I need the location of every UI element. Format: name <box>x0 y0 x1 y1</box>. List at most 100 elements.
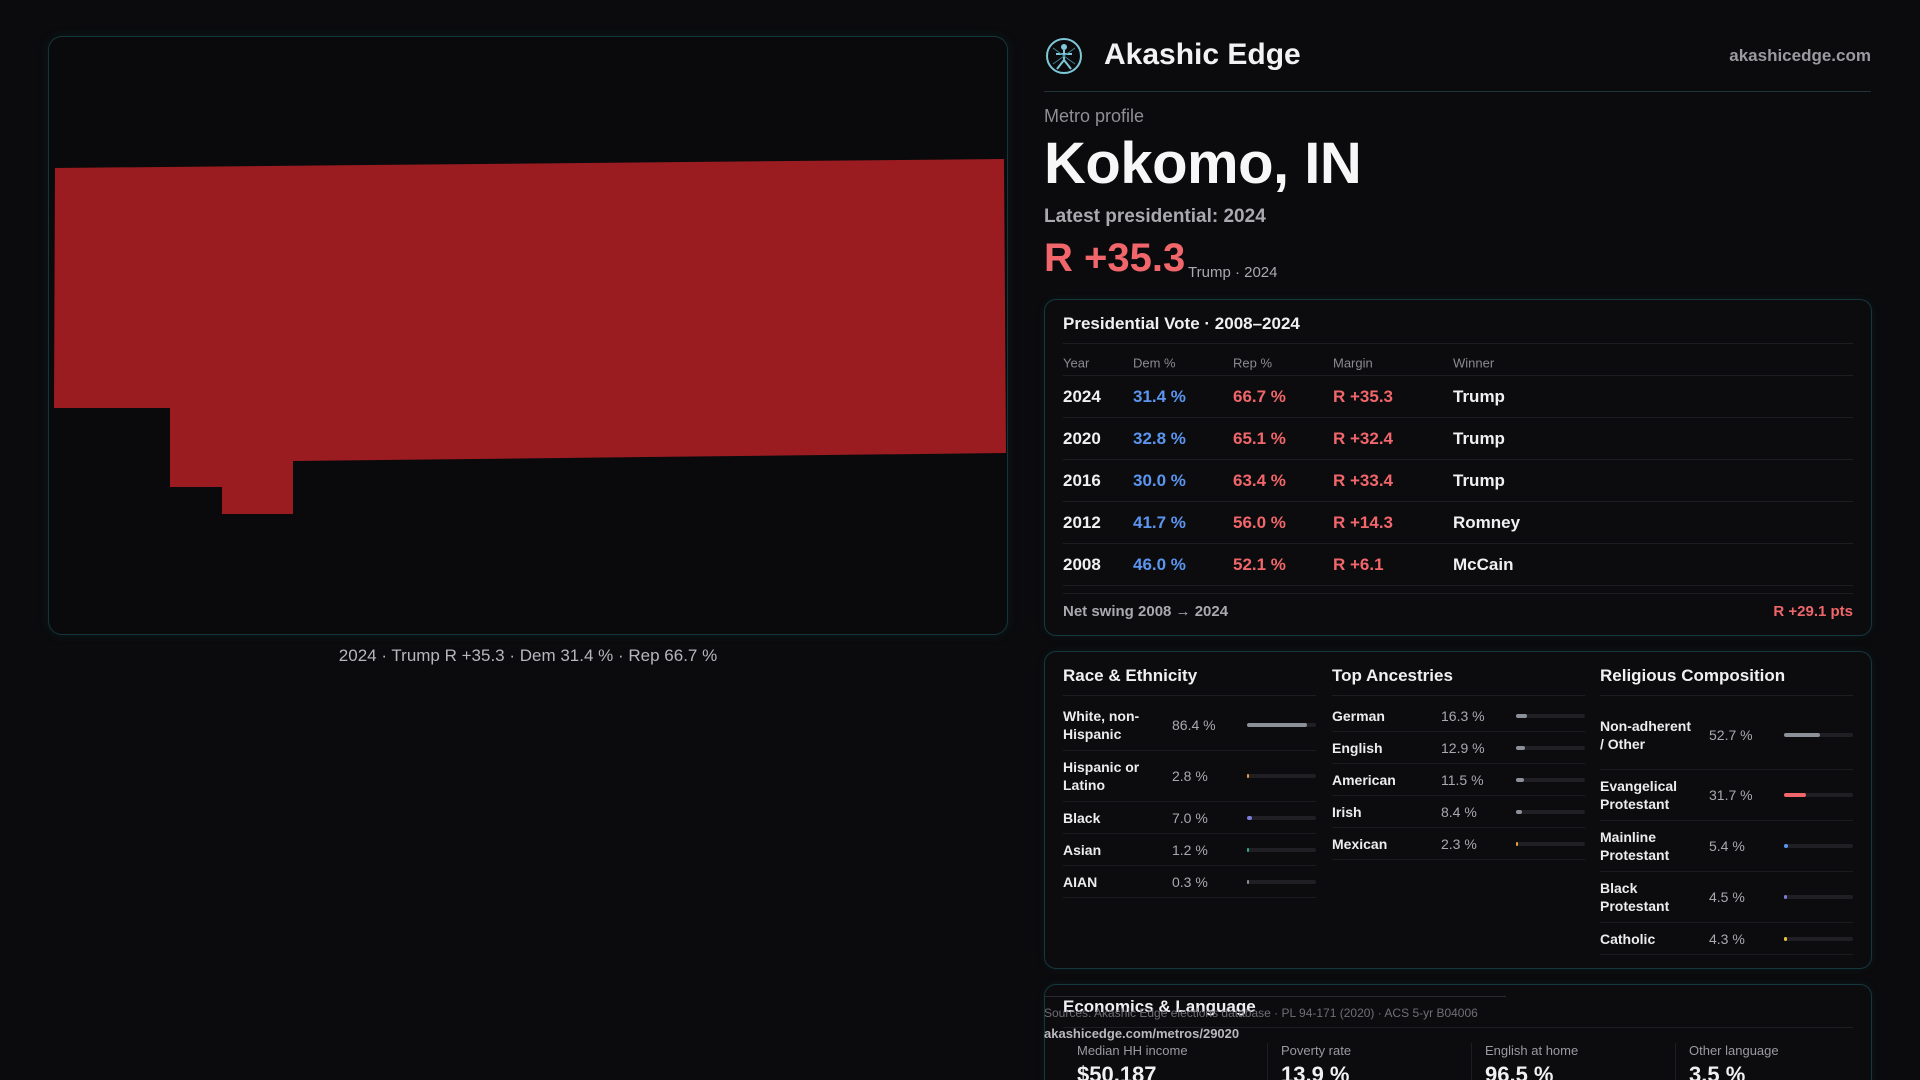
list-item: Evangelical Protestant 31.7 % <box>1600 770 1853 821</box>
list-item: AIAN 0.3 % <box>1063 866 1316 898</box>
cell-dem-pct: 30.0 % <box>1133 470 1186 490</box>
item-percent: 4.3 % <box>1709 930 1745 947</box>
share-bar <box>1516 713 1585 718</box>
cell-dem-pct: 31.4 % <box>1133 386 1186 406</box>
stat-value: 96.5 % <box>1485 1062 1554 1080</box>
cell-year: 2012 <box>1063 512 1101 532</box>
item-percent: 2.8 % <box>1172 768 1208 784</box>
table-row[interactable]: 2020 32.8 % 65.1 % R +32.4 Trump <box>1063 418 1853 460</box>
item-label: Mexican <box>1332 835 1388 852</box>
divider <box>1044 996 1506 997</box>
share-bar <box>1247 847 1316 852</box>
list-item: English 12.9 % <box>1332 732 1585 764</box>
cell-winner: McCain <box>1453 554 1514 574</box>
net-swing-label: Net swing 2008 → 2024 <box>1063 603 1229 620</box>
table-header-row: Year Dem % Rep % Margin Winner <box>1063 350 1853 376</box>
share-bar <box>1247 723 1316 727</box>
share-bar <box>1784 793 1853 797</box>
share-bar-fill <box>1247 815 1252 820</box>
cell-year: 2016 <box>1063 470 1101 490</box>
divider <box>1063 695 1316 696</box>
table-row[interactable]: 2016 30.0 % 63.4 % R +33.4 Trump <box>1063 460 1853 502</box>
map-panel[interactable] <box>48 36 1008 635</box>
share-bar-fill <box>1784 793 1806 797</box>
latest-presidential-label: Latest presidential: 2024 <box>1044 206 1266 227</box>
list-item: Mainline Protestant 5.4 % <box>1600 821 1853 872</box>
divider <box>1332 695 1585 696</box>
share-bar-fill <box>1784 732 1821 737</box>
divider <box>1600 695 1853 696</box>
item-label: White, non-Hispanic <box>1063 708 1140 742</box>
column-title: Top Ancestries <box>1332 666 1453 685</box>
cell-winner: Trump <box>1453 386 1505 406</box>
stat-label: English at home <box>1485 1043 1579 1058</box>
cell-margin: R +35.3 <box>1333 386 1394 406</box>
table-row[interactable]: 2008 46.0 % 52.1 % R +6.1 McCain <box>1063 544 1853 586</box>
divider <box>1063 1027 1853 1028</box>
cell-winner: Romney <box>1453 512 1521 532</box>
card-title: Presidential Vote · 2008–2024 <box>1063 314 1300 333</box>
item-label: Evangelical Protestant <box>1600 778 1678 812</box>
share-bar <box>1516 809 1585 814</box>
list-item: Black 7.0 % <box>1063 802 1316 834</box>
stat-value: 3.5 % <box>1689 1062 1746 1080</box>
map-caption: 2024 · Trump R +35.3 · Dem 31.4 % · Rep … <box>338 646 718 665</box>
divider <box>1471 1043 1472 1080</box>
share-bar-fill <box>1516 809 1522 814</box>
county-map <box>54 159 1006 514</box>
cell-dem-pct: 41.7 % <box>1133 512 1186 532</box>
item-label: Black Protestant <box>1600 880 1670 914</box>
share-bar-fill <box>1247 774 1249 778</box>
metro-url-link[interactable]: akashicedge.com/metros/29020 <box>1044 1026 1240 1041</box>
share-bar <box>1784 732 1853 737</box>
county-shape[interactable] <box>54 159 1006 514</box>
item-label: Black <box>1063 809 1101 826</box>
list-item: Black Protestant 4.5 % <box>1600 872 1853 923</box>
presidential-vote-card: Presidential Vote · 2008–2024 Year Dem %… <box>1044 299 1872 636</box>
share-bar-fill <box>1516 841 1518 846</box>
stat-other-language: Other language 3.5 % <box>1689 1043 1889 1080</box>
compass-person-icon[interactable] <box>1044 36 1084 76</box>
share-bar <box>1784 844 1853 848</box>
share-bar <box>1516 777 1585 782</box>
list-item: Catholic 4.3 % <box>1600 923 1853 955</box>
column-header-dem: Dem % <box>1133 355 1176 370</box>
cell-year: 2020 <box>1063 428 1101 448</box>
item-percent: 16.3 % <box>1441 707 1485 724</box>
share-bar-fill <box>1247 847 1249 852</box>
latest-margin: R +35.3 <box>1044 236 1186 280</box>
card-title: Economics & Language <box>1063 997 1256 1016</box>
item-percent: 11.5 % <box>1441 771 1484 788</box>
list-item: German 16.3 % <box>1332 700 1585 732</box>
item-label: Asian <box>1063 841 1102 858</box>
divider <box>1063 593 1853 594</box>
share-bar-fill <box>1784 936 1787 941</box>
brand-name[interactable]: Akashic Edge <box>1104 38 1301 71</box>
share-bar <box>1247 774 1316 778</box>
item-percent: 31.7 % <box>1709 787 1753 803</box>
column-title: Race & Ethnicity <box>1063 666 1198 685</box>
item-percent: 1.2 % <box>1172 841 1208 858</box>
net-swing-value: R +29.1 pts <box>1773 603 1853 620</box>
item-percent: 12.9 % <box>1441 739 1485 756</box>
economics-language-card: Economics & Language Median HH income $5… <box>1044 984 1872 1080</box>
sources-note: Sources: Akashic Edge elections database… <box>1044 1006 1478 1020</box>
share-bar <box>1516 745 1585 750</box>
site-domain-link[interactable]: akashicedge.com <box>1729 46 1871 65</box>
table-row[interactable]: 2024 31.4 % 66.7 % R +35.3 Trump <box>1063 376 1853 418</box>
cell-rep-pct: 65.1 % <box>1233 428 1286 448</box>
item-percent: 8.4 % <box>1441 803 1477 820</box>
cell-margin: R +33.4 <box>1333 470 1394 490</box>
cell-rep-pct: 63.4 % <box>1233 470 1286 490</box>
stat-median-income: Median HH income $50,187 <box>1077 1043 1277 1080</box>
stat-label: Other language <box>1689 1043 1779 1058</box>
item-percent: 2.3 % <box>1441 835 1477 852</box>
share-bar-fill <box>1247 723 1307 727</box>
latest-margin-sub: Trump · 2024 <box>1188 264 1278 281</box>
share-bar-fill <box>1247 879 1249 884</box>
table-row[interactable]: 2012 41.7 % 56.0 % R +14.3 Romney <box>1063 502 1853 544</box>
share-bar <box>1784 895 1853 899</box>
item-percent: 4.5 % <box>1709 889 1745 905</box>
stat-poverty-rate: Poverty rate 13.9 % <box>1281 1043 1481 1080</box>
item-label: Irish <box>1332 803 1362 820</box>
